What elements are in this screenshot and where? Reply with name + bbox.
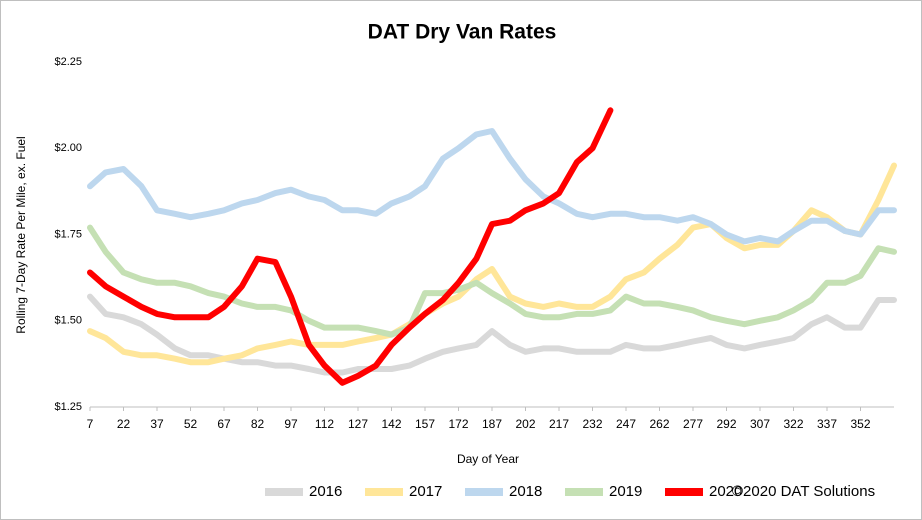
x-tick-label: 127 bbox=[348, 417, 368, 431]
x-tick-label: 217 bbox=[549, 417, 569, 431]
y-tick-label: $2.25 bbox=[54, 56, 82, 68]
series-line bbox=[87, 107, 614, 386]
x-tick-label: 307 bbox=[750, 417, 770, 431]
x-tick-label: 142 bbox=[381, 417, 401, 431]
x-tick-label: 97 bbox=[284, 417, 298, 431]
y-tick-label: $1.50 bbox=[54, 315, 82, 327]
x-tick-label: 352 bbox=[850, 417, 870, 431]
copyright: ©2020 DAT Solutions bbox=[732, 483, 875, 500]
y-tick-label: $1.75 bbox=[54, 228, 82, 240]
x-tick-label: 112 bbox=[315, 417, 334, 431]
x-tick-label: 262 bbox=[649, 417, 669, 431]
legend-label: 2019 bbox=[609, 483, 642, 500]
x-tick-label: 247 bbox=[616, 417, 636, 431]
legend-label: 2018 bbox=[509, 483, 542, 500]
x-tick-label: 7 bbox=[87, 417, 94, 431]
chart-title: DAT Dry Van Rates bbox=[368, 21, 557, 44]
x-tick-label: 37 bbox=[150, 417, 164, 431]
x-tick-label: 292 bbox=[716, 417, 736, 431]
x-tick-label: 187 bbox=[482, 417, 502, 431]
x-tick-label: 277 bbox=[683, 417, 703, 431]
x-tick-label: 172 bbox=[448, 417, 468, 431]
x-tick-label: 202 bbox=[515, 417, 535, 431]
x-axis-label: Day of Year bbox=[457, 452, 519, 466]
x-tick-label: 232 bbox=[582, 417, 602, 431]
x-tick-label: 337 bbox=[817, 417, 837, 431]
x-tick-label: 22 bbox=[117, 417, 131, 431]
y-tick-label: $1.25 bbox=[54, 401, 82, 413]
series-line bbox=[87, 128, 897, 245]
legend-label: 2020 bbox=[709, 483, 742, 500]
x-tick-label: 52 bbox=[184, 417, 198, 431]
series-line bbox=[87, 162, 897, 366]
x-tick-label: 157 bbox=[415, 417, 435, 431]
x-tick-label: 82 bbox=[251, 417, 265, 431]
y-tick-label: $2.00 bbox=[54, 142, 82, 154]
series-line bbox=[87, 224, 897, 338]
x-tick-label: 67 bbox=[217, 417, 231, 431]
y-axis-label: Rolling 7-Day Rate Per Mile, ex. Fuel bbox=[14, 136, 28, 333]
legend-label: 2016 bbox=[309, 483, 342, 500]
legend-label: 2017 bbox=[409, 483, 442, 500]
x-tick-label: 322 bbox=[783, 417, 803, 431]
